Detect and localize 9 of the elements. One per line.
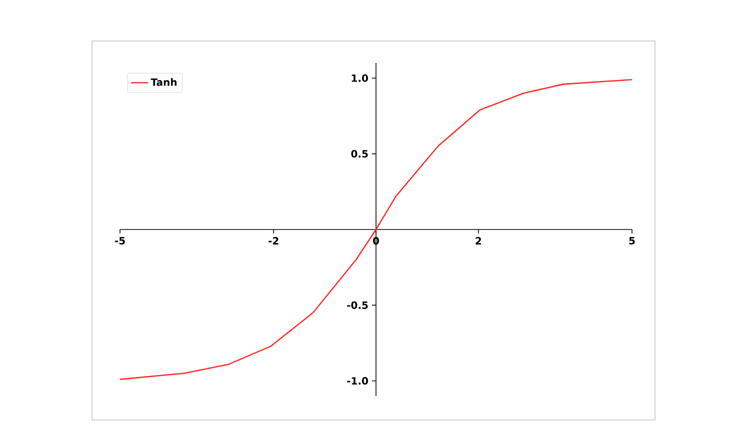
x-tick-label: -2 (268, 237, 278, 244)
y-tick-label: 0.5 (351, 150, 368, 158)
x-tick-label: -5 (115, 237, 125, 244)
x-tick-label: 5 (629, 237, 635, 244)
x-tick-label: 2 (476, 237, 482, 244)
y-tick-label: -0.5 (347, 301, 368, 309)
y-tick-label: 1.0 (352, 74, 368, 82)
y-tick-label: -1.0 (347, 377, 368, 385)
legend-label: Tanh (150, 78, 176, 86)
